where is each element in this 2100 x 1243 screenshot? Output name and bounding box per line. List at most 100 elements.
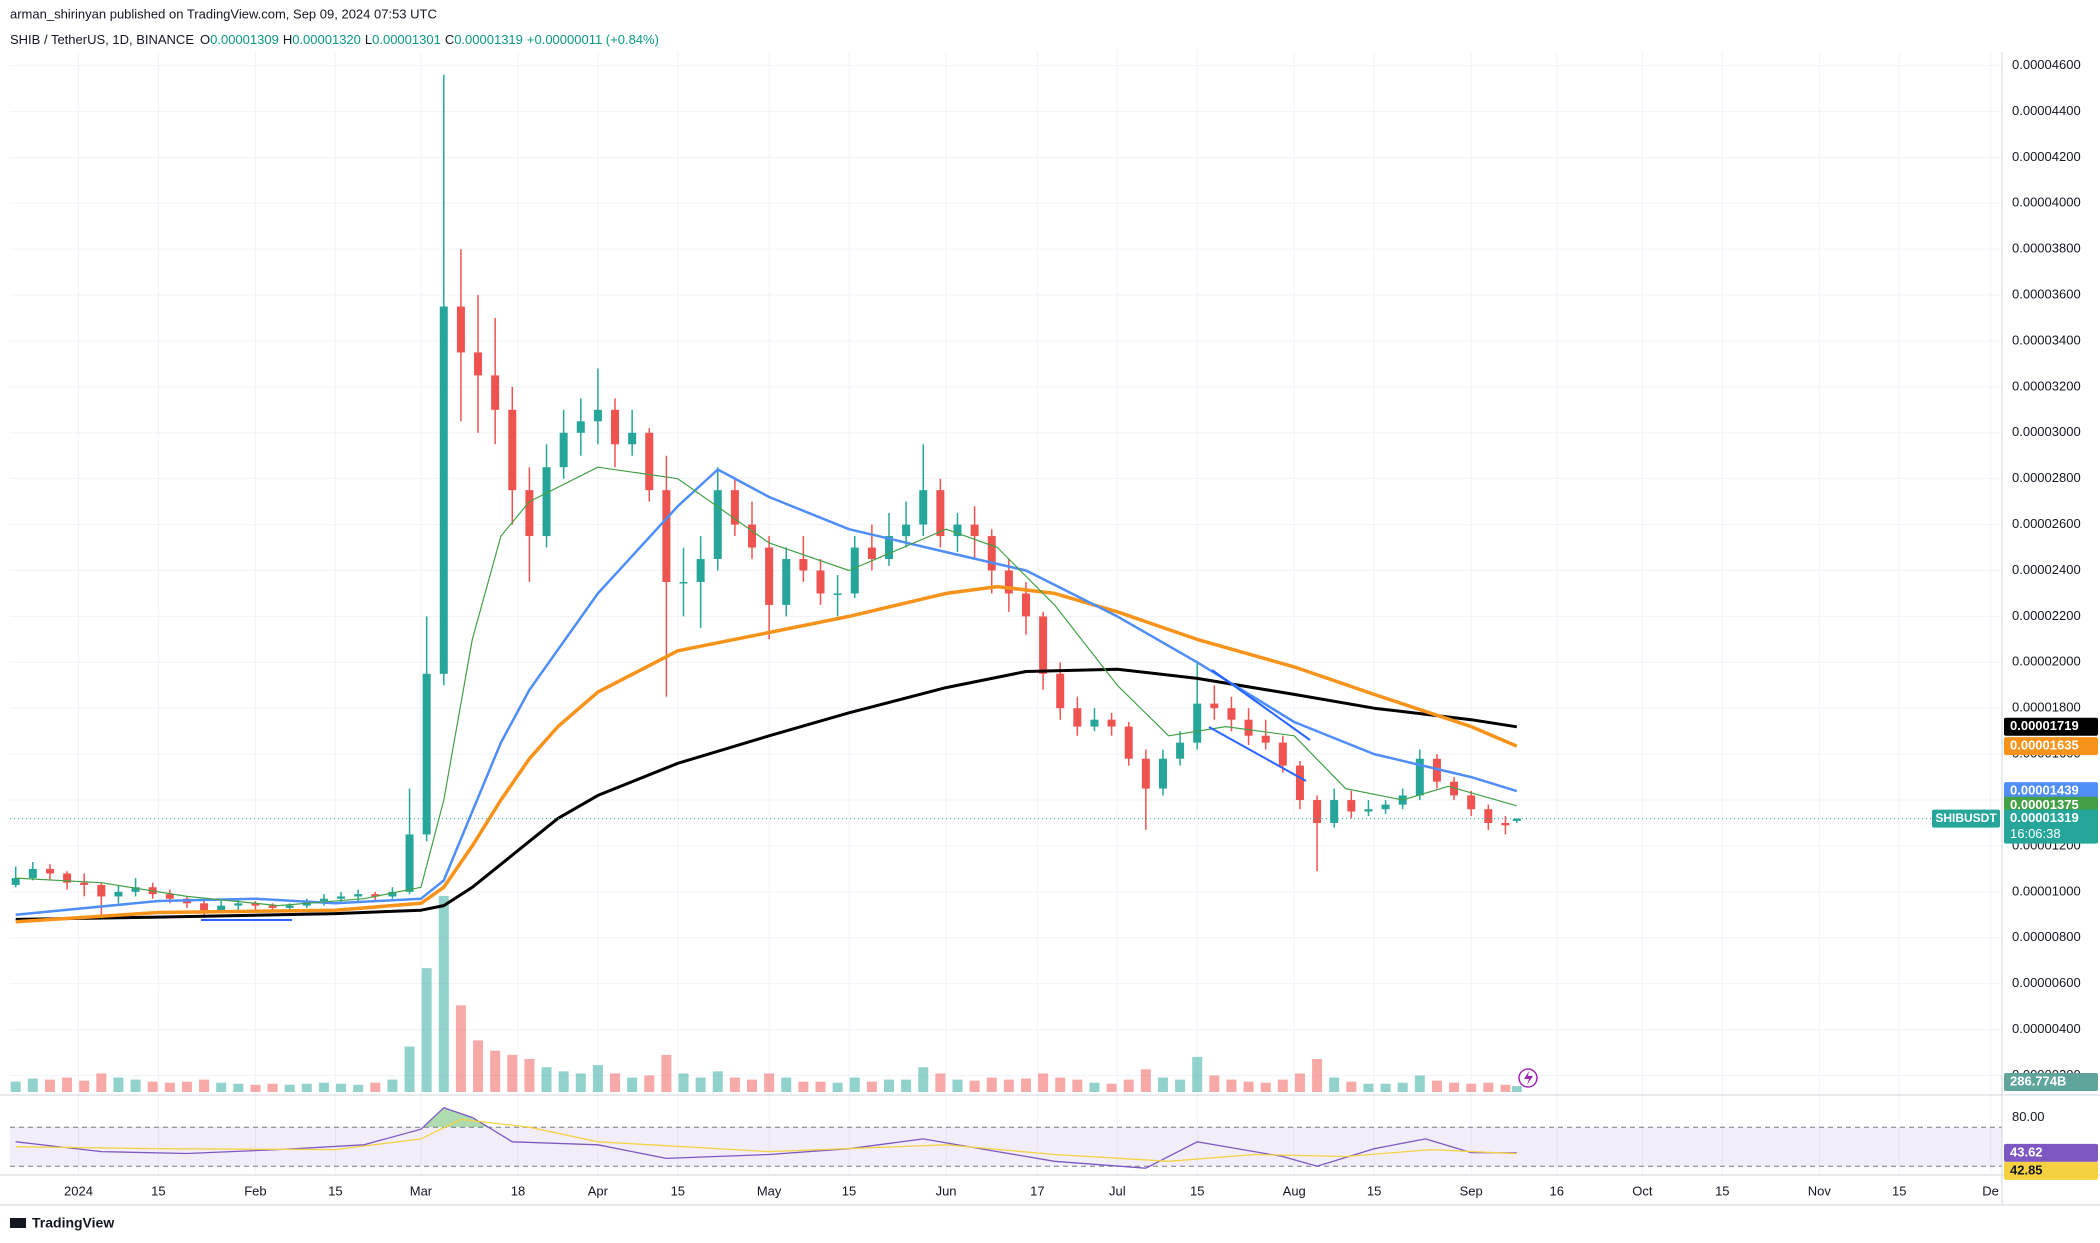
- ohlc-key: H: [283, 32, 292, 47]
- brand: TradingView: [32, 1215, 114, 1231]
- candle-body: [285, 905, 294, 908]
- volume-bar: [575, 1073, 586, 1092]
- candle-body: [337, 896, 346, 899]
- volume-bar: [1157, 1077, 1168, 1092]
- volume-bar: [678, 1073, 689, 1092]
- candle-body: [816, 570, 825, 594]
- candle-body: [268, 905, 277, 908]
- volume-bar: [318, 1082, 329, 1092]
- candle-body: [114, 891, 123, 897]
- volume-bar: [1380, 1083, 1391, 1092]
- y-tick-label: 0.00001000: [2012, 883, 2081, 898]
- alert-icon[interactable]: [1518, 1068, 1538, 1088]
- moving-average: [15, 466, 1517, 907]
- candle-body: [542, 467, 551, 537]
- y-tick-label: 0.00004000: [2012, 195, 2081, 210]
- ma-price-tag-box: [2004, 717, 2098, 736]
- candle-body: [1176, 742, 1185, 759]
- moving-average: [15, 584, 1518, 924]
- logo: TradingView: [10, 1215, 114, 1231]
- candle-body: [319, 898, 328, 902]
- alert-icon-bolt: [1524, 1071, 1533, 1085]
- candle-body: [679, 581, 688, 584]
- countdown: 16:06:38: [2010, 826, 2061, 841]
- rsi-line: [15, 1106, 1517, 1169]
- y-tick-label: 0.00000800: [2012, 929, 2081, 944]
- volume-bar: [284, 1084, 295, 1092]
- volume-bar: [421, 968, 432, 1092]
- volume-bar: [62, 1077, 73, 1092]
- y-tick-label: 0.00003800: [2012, 241, 2081, 256]
- volume-bar: [1003, 1079, 1014, 1092]
- volume-bar: [1397, 1082, 1408, 1092]
- volume-bar: [901, 1079, 912, 1092]
- y-tick-label: 0.00002000: [2012, 654, 2081, 669]
- volume-bar: [233, 1083, 244, 1092]
- price-tags: 0.00001719 0.00001635 0.000014390.00001375…: [1932, 717, 2098, 1180]
- candle-body: [405, 834, 414, 892]
- y-tick-label: 0.00000400: [2012, 1021, 2081, 1036]
- x-tick-label: 2024: [64, 1183, 93, 1198]
- x-tick-label: Aug: [1283, 1183, 1306, 1198]
- volume-bar: [661, 1054, 672, 1092]
- volume-bar: [27, 1078, 38, 1092]
- rsi-band: [10, 1127, 2002, 1167]
- candle-body: [388, 891, 397, 897]
- volume-bar: [404, 1046, 415, 1092]
- candle-body: [200, 903, 209, 911]
- candle-body: [953, 524, 962, 537]
- volume-bar: [1346, 1081, 1357, 1092]
- candle-body: [593, 409, 602, 422]
- candle-body: [165, 894, 174, 899]
- candle-body: [1056, 673, 1065, 709]
- y-tick-label: 0.00001800: [2012, 700, 2081, 715]
- candle-body: [559, 432, 568, 468]
- volume-bar: [712, 1071, 723, 1092]
- volume-bar: [164, 1082, 175, 1092]
- symbol-tag-box: [1932, 809, 2000, 828]
- volume-bar: [387, 1079, 398, 1092]
- volume-bar: [1020, 1078, 1031, 1092]
- candle-body: [730, 490, 739, 525]
- x-tick-label: Sep: [1460, 1183, 1483, 1198]
- y-tick-label: 0.00004400: [2012, 103, 2081, 118]
- candle-body: [1364, 809, 1373, 812]
- candle-body: [1381, 804, 1390, 810]
- x-tick-label: 15: [1367, 1183, 1381, 1198]
- ohlc-value: 0.00001301: [372, 32, 441, 47]
- volume-tag: 286.774B: [2010, 1073, 2066, 1088]
- rsi-pane: [10, 1106, 2002, 1169]
- x-tick-label: 15: [1892, 1183, 1906, 1198]
- candle-body: [1484, 809, 1493, 823]
- candle-body: [80, 882, 89, 885]
- candle-body: [1313, 800, 1322, 823]
- rsi-tag-box: [2004, 1161, 2098, 1180]
- x-tick-label: 15: [1715, 1183, 1729, 1198]
- volume-bar: [524, 1058, 535, 1092]
- x-tick-label: Feb: [244, 1183, 266, 1198]
- candle-body: [1330, 800, 1339, 823]
- volume-bar: [1431, 1080, 1442, 1092]
- ma-price-tag: 0.00001635: [2010, 738, 2079, 753]
- y-tick-label: 0.00000600: [2012, 975, 2081, 990]
- volume-bar: [1038, 1073, 1049, 1092]
- candle-body: [576, 421, 585, 433]
- volume-bar: [438, 895, 449, 1092]
- candle-body: [1158, 758, 1167, 789]
- candle-body: [1467, 795, 1476, 810]
- candle-body: [662, 490, 671, 582]
- x-tick-label: 15: [842, 1183, 856, 1198]
- candle-body: [422, 673, 431, 835]
- candle-body: [474, 352, 483, 376]
- volume-bar: [301, 1083, 312, 1092]
- x-tick-label: May: [757, 1183, 782, 1198]
- candle-body: [1501, 822, 1510, 826]
- volume-bar: [627, 1077, 638, 1092]
- volume-bar: [507, 1054, 518, 1092]
- y-tick-label: 0.00002600: [2012, 516, 2081, 531]
- ohlc-key: O: [200, 32, 210, 47]
- candle-body: [371, 894, 380, 897]
- rsi-tick-label: 80.00: [2012, 1109, 2045, 1124]
- volume-bar: [1123, 1079, 1134, 1092]
